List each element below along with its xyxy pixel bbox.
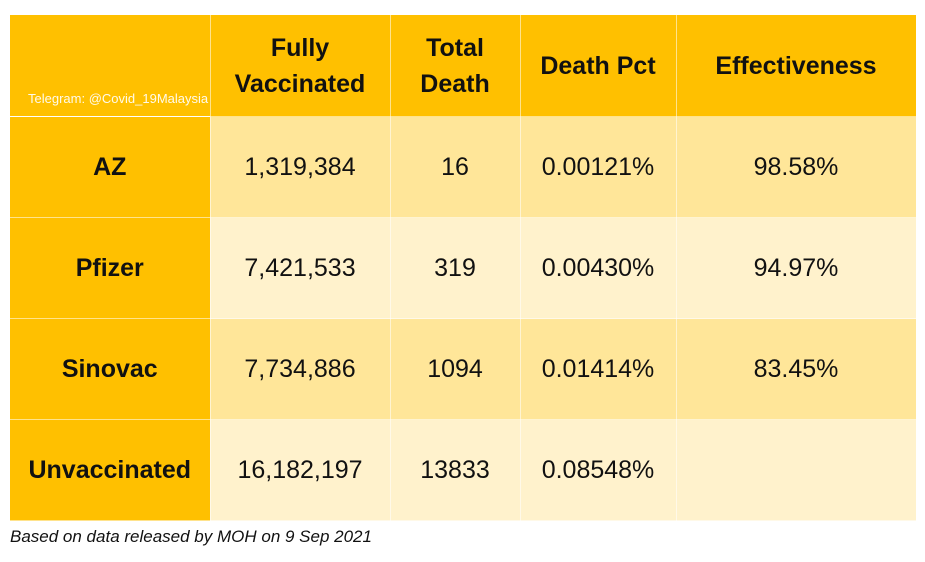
cell-effectiveness: [676, 419, 917, 521]
cell-effectiveness: 94.97%: [676, 217, 917, 319]
row-label-pfizer: Pfizer: [10, 217, 211, 319]
vaccine-effectiveness-table: Telegram: @Covid_19Malaysia Fully Vaccin…: [10, 15, 917, 521]
cell-death-pct: 0.00121%: [520, 116, 677, 218]
cell-death-pct: 0.08548%: [520, 419, 677, 521]
cell-total-death: 319: [390, 217, 521, 319]
cell-death-pct: 0.01414%: [520, 318, 677, 420]
cell-total-death: 13833: [390, 419, 521, 521]
row-label-az: AZ: [10, 116, 211, 218]
vaccine-table-container: Telegram: @Covid_19Malaysia Fully Vaccin…: [10, 15, 917, 521]
cell-total-death: 1094: [390, 318, 521, 420]
table-row-unvaccinated: Unvaccinated 16,182,197 13833 0.08548%: [10, 419, 917, 521]
header-row: Telegram: @Covid_19Malaysia Fully Vaccin…: [10, 15, 917, 117]
cell-effectiveness: 83.45%: [676, 318, 917, 420]
source-footnote: Based on data released by MOH on 9 Sep 2…: [10, 527, 372, 546]
cell-death-pct: 0.00430%: [520, 217, 677, 319]
table-row-sinovac: Sinovac 7,734,886 1094 0.01414% 83.45%: [10, 318, 917, 420]
cell-fully-vaccinated: 7,734,886: [210, 318, 391, 420]
header-total-death: Total Death: [390, 15, 521, 117]
row-label-sinovac: Sinovac: [10, 318, 211, 420]
table-row-pfizer: Pfizer 7,421,533 319 0.00430% 94.97%: [10, 217, 917, 319]
header-death-pct: Death Pct: [520, 15, 677, 117]
cell-fully-vaccinated: 7,421,533: [210, 217, 391, 319]
table-row-az: AZ 1,319,384 16 0.00121% 98.58%: [10, 116, 917, 218]
cell-fully-vaccinated: 1,319,384: [210, 116, 391, 218]
cell-total-death: 16: [390, 116, 521, 218]
header-corner-cell: Telegram: @Covid_19Malaysia: [10, 15, 211, 117]
header-fully-vaccinated: Fully Vaccinated: [210, 15, 391, 117]
cell-fully-vaccinated: 16,182,197: [210, 419, 391, 521]
row-label-unvaccinated: Unvaccinated: [10, 419, 211, 521]
header-effectiveness: Effectiveness: [676, 15, 917, 117]
watermark-text: Telegram: @Covid_19Malaysia: [28, 91, 209, 106]
cell-effectiveness: 98.58%: [676, 116, 917, 218]
